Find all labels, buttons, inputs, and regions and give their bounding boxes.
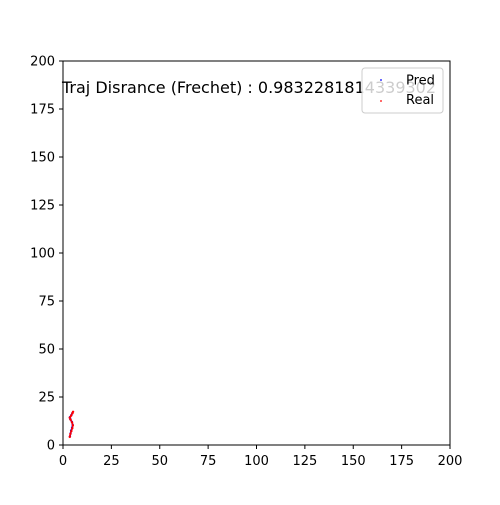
data-point-real — [69, 414, 73, 417]
data-point-real — [68, 435, 71, 439]
y-tick-label: 125 — [30, 199, 55, 214]
x-tick-label: 200 — [438, 454, 463, 469]
plot-frame — [62, 60, 451, 446]
x-tick-label: 50 — [151, 454, 168, 469]
y-tick-label: 25 — [38, 391, 55, 406]
y-tick-label: 100 — [30, 247, 55, 262]
x-tick-label: 150 — [341, 454, 366, 469]
legend-label-pred: Pred — [406, 74, 435, 89]
data-point-real — [71, 427, 74, 430]
y-axis-ticks: 0 25 50 75 100 125 150 175 200 — [30, 55, 63, 454]
y-tick-label: 150 — [30, 151, 55, 166]
x-tick-label: 175 — [389, 454, 414, 469]
data-point-real — [70, 429, 73, 433]
legend: Pred Real — [361, 67, 444, 114]
x-tick-label: 100 — [244, 454, 269, 469]
data-point-real — [70, 421, 74, 424]
frechet-distance-annotation: Traj Disrance (Frechet) : 0.983228181433… — [61, 78, 436, 97]
x-tick-label: 0 — [59, 454, 67, 469]
legend-marker-real — [380, 100, 382, 102]
y-tick-label: 175 — [30, 103, 55, 118]
x-tick-label: 125 — [292, 454, 317, 469]
legend-label-real: Real — [406, 93, 434, 108]
data-point-real — [68, 416, 71, 419]
data-point-real — [69, 418, 72, 421]
y-tick-label: 75 — [38, 295, 55, 310]
y-tick-label: 0 — [47, 439, 55, 454]
series-real — [68, 410, 75, 439]
y-tick-label: 50 — [38, 343, 55, 358]
data-series — [68, 410, 75, 439]
legend-box — [361, 67, 444, 114]
legend-marker-pred — [380, 79, 382, 81]
data-point-real — [71, 424, 75, 427]
data-point-real — [71, 410, 75, 413]
plot-area — [63, 61, 450, 445]
data-point-real — [69, 432, 72, 436]
x-tick-label: 75 — [200, 454, 217, 469]
y-tick-label: 200 — [30, 55, 55, 70]
x-tick-label: 25 — [103, 454, 120, 469]
x-axis-ticks: 0 25 50 75 100 125 150 175 200 — [59, 445, 463, 469]
